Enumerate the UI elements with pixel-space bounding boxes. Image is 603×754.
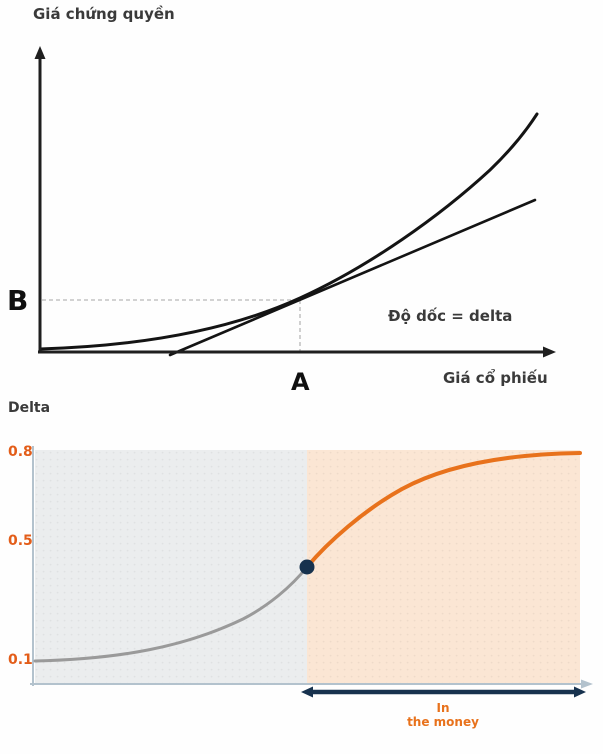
at-the-money-marker	[299, 559, 315, 575]
top-chart-xlabel: Giá cổ phiếu	[443, 368, 548, 387]
warrant-price-curve	[38, 112, 539, 351]
delta-curve-out-of-money	[33, 565, 309, 663]
bottom-x-axis-arrow-icon	[581, 679, 593, 689]
in-the-money-label-line1: In	[436, 701, 449, 715]
point-b-label: B	[7, 284, 28, 317]
in-the-money-label-line2: the money	[407, 715, 479, 729]
span-arrow-left-icon	[301, 686, 313, 698]
top-x-axis-arrow-icon	[543, 346, 556, 358]
span-arrow-right-icon	[574, 686, 586, 698]
slope-delta-label: Độ dốc = delta	[388, 306, 512, 325]
top-y-axis-arrow-icon	[34, 46, 46, 59]
point-a-label: A	[291, 368, 310, 395]
ytick-0-1: 0.1	[8, 652, 33, 668]
ytick-0-5: 0.5	[8, 533, 33, 549]
top-chart-ylabel: Giá chứng quyền	[33, 4, 175, 23]
ytick-0-8: 0.8	[8, 444, 33, 460]
delta-curve-in-the-money	[305, 451, 582, 569]
tangent-line	[168, 198, 537, 357]
warrant-price-chart: Giá chứng quyền B A Độ dốc = delta Giá c…	[7, 4, 556, 395]
delta-chart: Delta 0.8 0.5 0.1 In the money	[8, 400, 593, 729]
bottom-chart-title: Delta	[8, 400, 50, 416]
